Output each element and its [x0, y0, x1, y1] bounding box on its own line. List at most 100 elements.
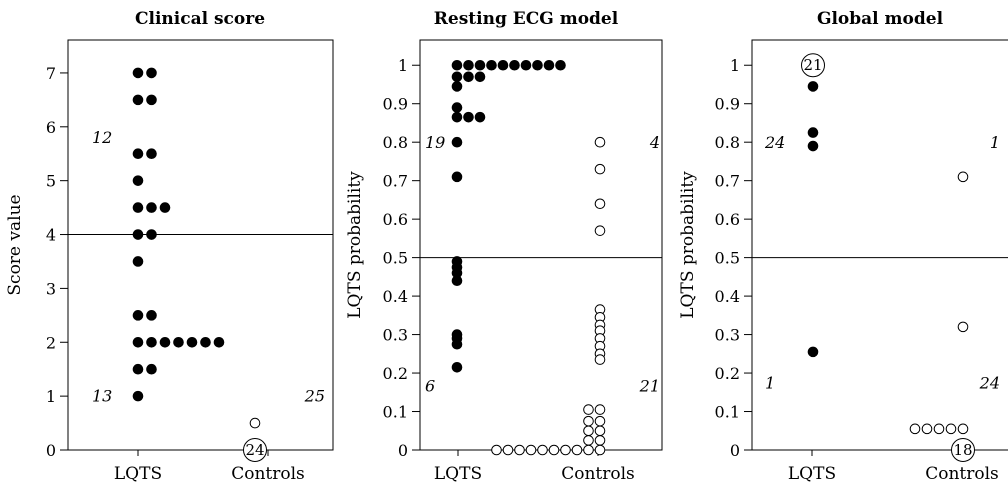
control-point — [583, 415, 594, 427]
y-tick-label: 0 — [730, 441, 740, 460]
chart-panel-3: Global model 0 0.1 0.2 0.3 0.4 0.5 0.6 0.7 0.8 0.9… — [678, 9, 1008, 484]
control-point — [594, 435, 606, 446]
y-tick-label: 0.4 — [715, 287, 740, 306]
lqts-point — [451, 71, 463, 83]
control-point — [514, 444, 525, 456]
lqts-point — [520, 59, 532, 71]
lqts-point — [807, 127, 819, 138]
chart-panel-2: Resting ECG model 0 0.1 0.2 0.3 0.4 0.5 0.6 0.7 0… — [345, 9, 663, 484]
control-point — [594, 198, 606, 210]
control-point — [921, 423, 933, 435]
y-tick-label: 0 — [46, 441, 56, 460]
y-tick-label: 2 — [46, 333, 56, 352]
lqts-point — [451, 136, 463, 148]
lqts-point — [146, 336, 157, 348]
y-tick-label: 0.4 — [383, 287, 408, 306]
control-point — [560, 444, 571, 456]
y-tick-label: 0.6 — [715, 210, 740, 229]
x-category-label: Controls — [231, 464, 305, 484]
x-category-label: LQTS — [114, 464, 162, 484]
y-tick-label: 6 — [46, 118, 56, 137]
control-point — [583, 404, 594, 415]
y-tick-label: 0.5 — [383, 249, 408, 268]
lqts-point — [159, 336, 171, 348]
y-tick-label: 0.3 — [715, 326, 740, 345]
control-point — [957, 321, 969, 333]
y-tick-label: 0 — [398, 441, 408, 460]
lqts-point — [807, 81, 819, 92]
lqts-point — [132, 336, 144, 348]
control-point — [583, 435, 594, 446]
control-point — [594, 444, 606, 456]
count-circle — [951, 438, 975, 462]
lqts-point — [132, 94, 144, 106]
lqts-point — [132, 202, 144, 213]
lqts-point — [474, 59, 486, 71]
lqts-point — [159, 202, 171, 213]
control-point — [594, 163, 606, 175]
group-count-annotation: 1 — [990, 133, 1000, 152]
lqts-point — [451, 81, 463, 92]
y-tick-label: 1 — [730, 56, 740, 75]
y-tick-label: 0.1 — [383, 403, 408, 422]
count-circle — [243, 438, 267, 462]
y-tick-label: 0.9 — [715, 95, 740, 114]
lqts-point — [463, 71, 474, 83]
y-tick-label: 7 — [46, 64, 56, 83]
x-category-label: Controls — [925, 464, 999, 484]
control-point — [571, 444, 583, 456]
chart-title: Global model — [817, 9, 944, 29]
lqts-point — [555, 59, 566, 71]
control-point — [491, 444, 502, 456]
control-point — [594, 225, 606, 236]
control-point — [548, 444, 560, 456]
group-count-annotation: 13 — [92, 387, 112, 406]
lqts-point — [451, 102, 463, 113]
lqts-point — [146, 202, 157, 213]
lqts-point — [146, 94, 157, 106]
lqts-point — [132, 390, 144, 402]
y-tick-label: 5 — [46, 172, 56, 191]
x-category-label: Controls — [561, 464, 635, 484]
control-point — [583, 425, 594, 437]
plot-frame — [751, 39, 1008, 451]
lqts-point — [132, 310, 144, 321]
circled-count-label: 24 — [245, 441, 264, 459]
control-point — [945, 423, 957, 435]
control-point — [933, 423, 945, 435]
y-tick-label: 1 — [398, 56, 408, 75]
circled-count-label: 18 — [953, 441, 972, 459]
group-count-annotation: 12 — [92, 128, 112, 147]
y-tick-label: 3 — [46, 279, 56, 298]
lqts-point — [132, 229, 144, 240]
y-tick-label: 0.2 — [715, 364, 740, 383]
y-tick-label: 0.1 — [715, 403, 740, 422]
lqts-point — [146, 363, 157, 375]
count-circle — [801, 53, 825, 78]
y-tick-label: 0.7 — [715, 172, 740, 191]
lqts-point — [451, 361, 463, 373]
y-tick-label: 0.6 — [383, 210, 408, 229]
y-axis-label: LQTS probability — [678, 171, 698, 319]
lqts-point — [146, 148, 157, 160]
lqts-point — [132, 148, 144, 160]
lqts-point — [132, 67, 144, 79]
lqts-point — [474, 71, 486, 83]
group-count-annotation: 4 — [649, 133, 660, 152]
lqts-point — [173, 336, 184, 348]
group-count-annotation: 21 — [639, 377, 660, 396]
chart-title: Clinical score — [135, 9, 265, 29]
y-tick-label: 0.2 — [383, 364, 408, 383]
lqts-point — [486, 59, 497, 71]
x-category-label: LQTS — [434, 464, 482, 484]
control-point — [594, 425, 606, 437]
y-tick-label: 0.8 — [715, 133, 740, 152]
lqts-point — [146, 229, 157, 240]
y-tick-label: 0.9 — [383, 95, 408, 114]
lqts-point — [146, 67, 157, 79]
lqts-point — [463, 59, 474, 71]
y-axis-label: LQTS probability — [345, 171, 365, 319]
y-tick-label: 0.8 — [383, 133, 408, 152]
group-count-annotation: 1 — [765, 373, 775, 392]
